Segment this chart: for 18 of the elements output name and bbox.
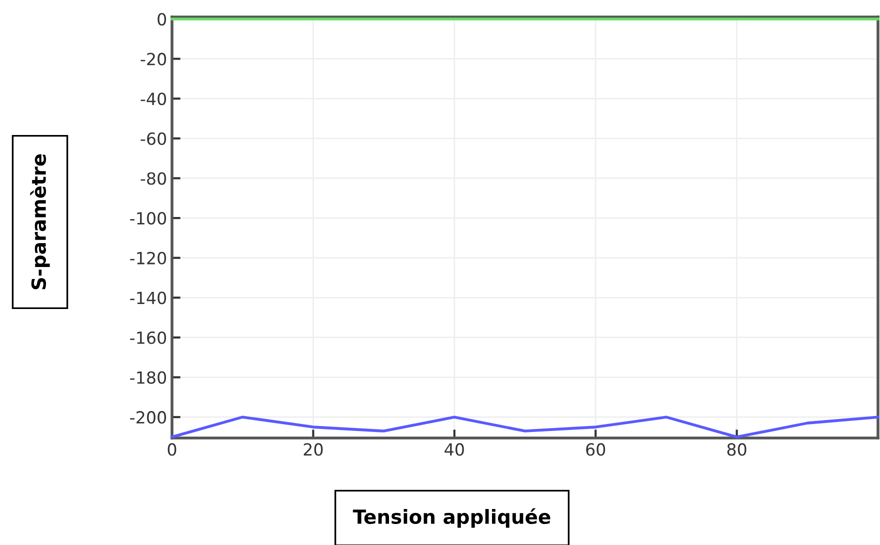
- y-tick-label: -80: [140, 172, 166, 185]
- y-tick-label: -120: [130, 252, 166, 264]
- y-tick-label: -160: [130, 331, 166, 344]
- y-tick-label: -180: [130, 371, 166, 384]
- x-tick-label: 20: [304, 443, 323, 456]
- y-tick-label: -60: [140, 132, 166, 145]
- y-axis-title: S-paramètre: [30, 154, 50, 290]
- y-tick-label: -200: [130, 411, 166, 424]
- y-tick-label: -140: [130, 292, 166, 304]
- y-tick-label: 0: [158, 12, 166, 26]
- y-tick-label: -20: [140, 52, 166, 66]
- x-axis-title: Tension appliquée: [352, 508, 550, 528]
- x-tick-label: 80: [727, 443, 746, 456]
- x-tick-label: 60: [586, 443, 606, 456]
- x-tick-label: 40: [444, 443, 464, 456]
- y-tick-label: -40: [140, 92, 166, 106]
- y-tick-label: -100: [130, 212, 166, 225]
- x-tick-label: 0: [168, 443, 176, 456]
